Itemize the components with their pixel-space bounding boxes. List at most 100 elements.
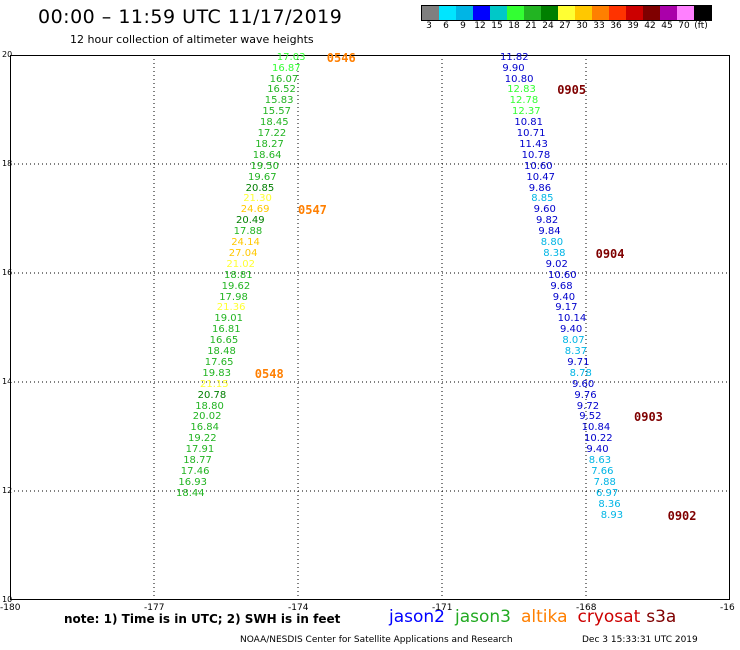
wave-height-value: 9.02 (545, 258, 568, 270)
pass-time-label: 0904 (595, 246, 625, 261)
footnote: note: 1) Time is in UTC; 2) SWH is in fe… (64, 612, 341, 626)
legend-swatch (660, 6, 677, 20)
wave-height-value: 8.38 (543, 247, 566, 259)
wave-height-value: 9.60 (533, 204, 556, 216)
wave-height-value: 19.83 (202, 367, 232, 379)
wave-height-value: 18.27 (255, 138, 284, 150)
legend-label: 70 (678, 21, 690, 31)
wave-height-value: 7.66 (591, 465, 614, 477)
wave-height-value: 9.90 (502, 62, 525, 74)
wave-height-value: 17.98 (219, 291, 248, 303)
wave-height-value: 20.85 (245, 182, 275, 194)
legend-label: 45 (661, 21, 673, 31)
legend-swatch (541, 6, 558, 20)
pass-time-label: 0902 (667, 508, 697, 523)
wave-height-value: 21.36 (216, 302, 246, 314)
y-tick-label: 10 (2, 595, 13, 604)
wave-height-value: 7.88 (593, 476, 616, 488)
y-tick-label: 20 (2, 50, 13, 59)
wave-height-value: 16.87 (272, 62, 301, 74)
legend-swatch (439, 6, 456, 20)
y-tick-label: 16 (2, 268, 13, 277)
wave-height-value: 12.78 (509, 95, 539, 107)
wave-height-value: 21.30 (243, 193, 272, 205)
legend-label: 15 (491, 21, 503, 31)
wave-height-value: 21.02 (226, 258, 256, 270)
wave-height-value: 10.60 (524, 160, 553, 172)
wave-height-value: 8.80 (540, 237, 564, 249)
legend-swatch (456, 6, 473, 20)
wave-height-value: 9.72 (576, 400, 600, 412)
wave-height-value: 10.22 (584, 433, 613, 445)
legend-label: 39 (627, 21, 639, 31)
y-tick-label: 12 (2, 486, 13, 495)
wave-height-value: 10.78 (521, 149, 551, 161)
wave-height-value: 10.47 (526, 171, 556, 183)
legend-swatch (507, 6, 524, 20)
wave-height-value: 18.44 (176, 487, 205, 499)
wave-height-value: 9.84 (538, 226, 561, 238)
legend-swatch (524, 6, 541, 20)
wave-height-value: 17.65 (204, 356, 234, 368)
satellite-name: altika (521, 607, 568, 627)
x-tick-label: -16 (720, 603, 735, 613)
legend-swatch (694, 6, 711, 20)
wave-height-value: 9.40 (560, 324, 583, 336)
wave-height-value: 8.07 (562, 335, 585, 347)
legend-swatch (558, 6, 575, 20)
map-plot (10, 55, 730, 600)
x-tick-label: -171 (432, 603, 453, 613)
wave-height-value: 8.36 (598, 498, 621, 510)
wave-height-value: 9.60 (572, 378, 595, 390)
wave-height-value: 9.40 (552, 291, 576, 303)
wave-height-value: 18.48 (207, 346, 236, 358)
satellite-legend: jason2 jason3 altika cryosat s3a (389, 607, 686, 627)
wave-height-value: 9.52 (579, 411, 602, 423)
wave-height-value: 15.83 (264, 95, 294, 107)
wave-height-value: 16.93 (178, 476, 208, 488)
pass-time-label: 0905 (557, 83, 587, 98)
wave-height-value: 19.62 (221, 280, 251, 292)
wave-height-value: 8.85 (531, 193, 554, 205)
legend-label: 36 (610, 21, 622, 31)
wave-height-value: 9.86 (528, 182, 552, 194)
wave-height-value: 12.37 (512, 106, 541, 118)
map-frame (10, 55, 730, 600)
wave-height-value: 19.50 (250, 160, 280, 172)
wave-height-value: 24.69 (240, 204, 270, 216)
wave-height-value: 8.63 (588, 455, 612, 467)
wave-height-value: 16.07 (269, 73, 299, 85)
wave-height-value: 15.57 (262, 106, 292, 118)
wave-height-value: 9.17 (555, 302, 578, 314)
legend-label: 9 (460, 21, 466, 31)
wave-height-value: 20.49 (236, 215, 265, 227)
pass-time-label: 0548 (254, 366, 284, 381)
wave-height-value: 17.46 (180, 465, 210, 477)
wave-height-value: 10.60 (548, 269, 577, 281)
wave-height-value: 9.82 (536, 215, 559, 227)
satellite-name: s3a (646, 607, 677, 627)
y-tick-label: 18 (2, 159, 13, 168)
wave-height-value: 11.82 (500, 51, 529, 63)
wave-height-value: 17.22 (257, 128, 287, 140)
legend-label: 27 (559, 21, 571, 31)
wave-height-value: 10.80 (504, 73, 534, 85)
wave-height-value: 20.02 (192, 411, 222, 423)
legend-label: 42 (644, 21, 656, 31)
wave-height-value: 10.84 (581, 422, 611, 434)
legend-label: 12 (474, 21, 486, 31)
legend-label: 33 (593, 21, 605, 31)
legend-swatch (609, 6, 626, 20)
page-subtitle: 12 hour collection of altimeter wave hei… (70, 33, 314, 46)
wave-height-value: 10.71 (516, 128, 546, 140)
legend-swatch (575, 6, 592, 20)
page-title: 00:00 – 11:59 UTC 11/17/2019 (38, 6, 343, 28)
wave-height-value: 10.14 (557, 313, 587, 325)
wave-height-value: 16.84 (190, 422, 220, 434)
legend-label: 18 (508, 21, 520, 31)
legend-swatch (422, 6, 439, 20)
y-tick-label: 14 (2, 377, 13, 386)
wave-height-value: 17.88 (233, 226, 263, 238)
wave-height-value: 16.52 (267, 84, 296, 96)
legend-label: 6 (443, 21, 449, 31)
